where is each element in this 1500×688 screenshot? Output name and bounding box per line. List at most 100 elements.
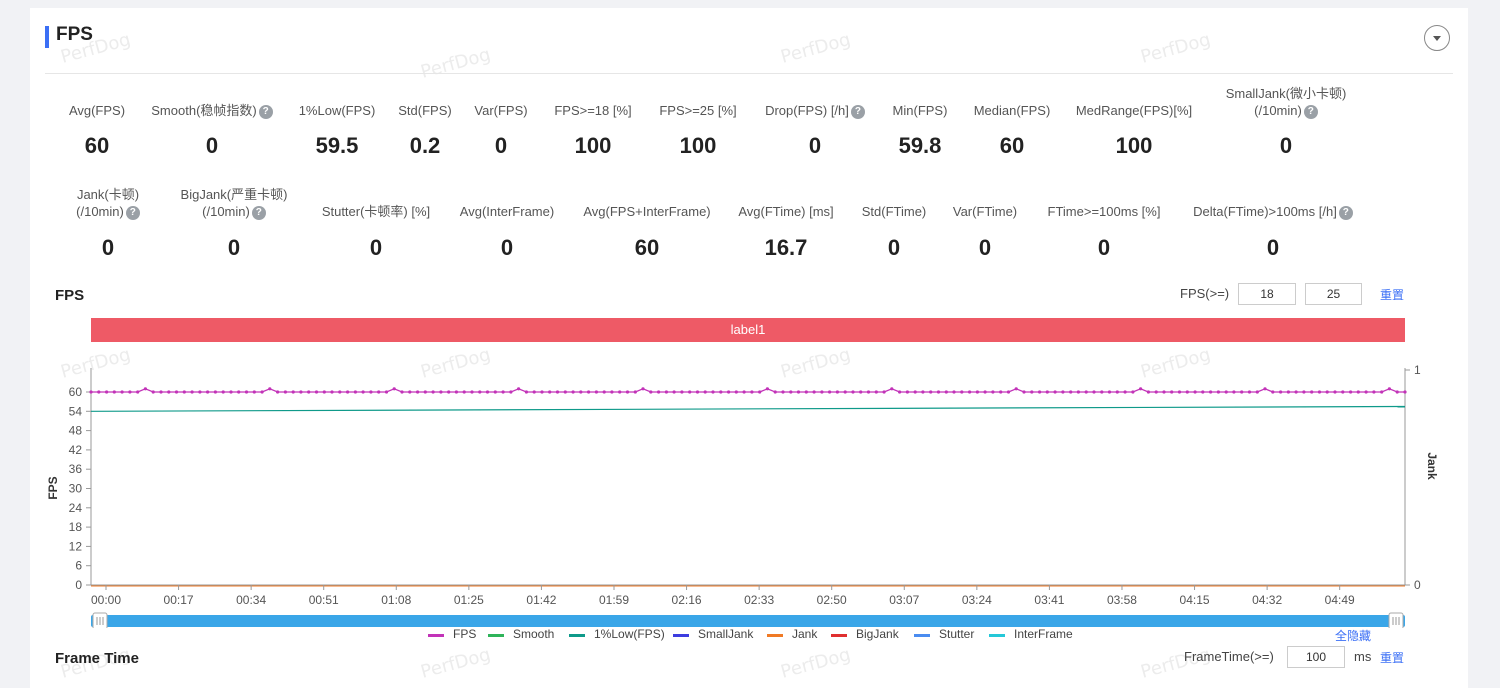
help-icon[interactable]: ? xyxy=(850,104,865,119)
fps-point xyxy=(781,390,785,394)
help-icon[interactable]: ? xyxy=(125,205,140,220)
help-icon[interactable]: ? xyxy=(258,104,273,119)
fps-point xyxy=(820,390,824,394)
fps-point xyxy=(291,390,295,394)
fps-point xyxy=(198,390,202,394)
metric-label: Delta(FTime)>100ms [/h] xyxy=(1193,204,1337,219)
watermark-text: PerfDog xyxy=(418,644,493,683)
x-tick-label: 03:24 xyxy=(962,593,992,607)
legend-label: SmallJank xyxy=(698,627,754,641)
hide-all-link[interactable]: 全隐藏 xyxy=(1335,629,1372,643)
fps-point xyxy=(866,390,871,394)
fps-point xyxy=(361,390,365,394)
frametime-unit: ms xyxy=(1354,649,1372,664)
metric-label: Std(FTime) xyxy=(861,204,927,219)
fps-point xyxy=(431,390,435,394)
fps-point xyxy=(447,390,451,394)
metric-card: Avg(FTime) [ms] 16.7 xyxy=(701,203,871,260)
metric-label: Var(FTime) xyxy=(952,204,1018,219)
fps-point xyxy=(960,390,964,394)
fps-point xyxy=(1349,390,1353,394)
x-tick-label: 00:51 xyxy=(309,593,339,607)
fps-point xyxy=(1317,390,1322,394)
metric-value: 60 xyxy=(634,235,660,260)
fps-point xyxy=(1170,390,1174,394)
frametime-threshold-input[interactable]: 100 xyxy=(1287,646,1345,668)
frametime-reset-link[interactable]: 重置 xyxy=(1380,651,1405,665)
fps-point xyxy=(408,390,412,394)
metric-label: FPS>=18 [%] xyxy=(554,103,632,118)
fps-threshold-input-2[interactable]: 25 xyxy=(1305,283,1362,305)
metric-value: 0 xyxy=(227,235,241,260)
fps-point xyxy=(929,390,933,394)
collapse-chevron-icon[interactable] xyxy=(1424,25,1450,51)
metric-label: FTime>=100ms [%] xyxy=(1047,204,1161,219)
fps-point xyxy=(353,390,357,394)
fps-point xyxy=(151,390,155,394)
y-tick-label: 24 xyxy=(69,501,83,515)
metric-label-unit: (/10min) xyxy=(1254,103,1302,118)
metric-label: 1%Low(FPS) xyxy=(298,103,376,118)
legend-label: BigJank xyxy=(856,627,899,641)
legend-swatch-icon xyxy=(569,634,585,637)
fps-threshold-label: FPS(>=) xyxy=(1180,286,1230,301)
metric-card: FPS>=18 [%] 100 xyxy=(508,102,678,158)
fps-point xyxy=(664,390,669,394)
fps-point xyxy=(1030,390,1034,394)
metric-card: Min(FPS) 59.8 xyxy=(835,102,1005,158)
legend-swatch-icon xyxy=(673,634,689,637)
metric-value: 0 xyxy=(1097,235,1111,260)
help-icon[interactable]: ? xyxy=(251,205,266,220)
help-icon[interactable]: ? xyxy=(1303,104,1318,119)
help-icon[interactable]: ? xyxy=(1338,205,1353,220)
metric-label-unit: (/10min) xyxy=(202,204,250,219)
fps-panel: PerfDog PerfDog PerfDog PerfDog PerfDog PerfD… xyxy=(30,8,1468,688)
fps-point xyxy=(454,390,458,394)
x-tick-label: 01:42 xyxy=(526,593,556,607)
metric-card: Var(FTime) 0 xyxy=(900,203,1070,260)
metric-value: 0 xyxy=(494,133,508,158)
fps-point xyxy=(688,390,692,394)
fps-point xyxy=(174,390,179,394)
x-tick-label: 02:33 xyxy=(744,593,774,607)
fps-point xyxy=(1403,390,1407,394)
fps-point xyxy=(1341,390,1345,394)
legend-label: InterFrame xyxy=(1014,627,1073,641)
fps-point xyxy=(322,390,326,394)
fps-threshold-input-1[interactable]: 18 xyxy=(1238,283,1296,305)
fps-point xyxy=(695,390,700,394)
fps-point xyxy=(524,390,528,394)
fps-point xyxy=(773,390,777,394)
fps-point xyxy=(377,390,381,394)
metric-card: Median(FPS) 60 xyxy=(927,102,1097,158)
metric-label: Std(FPS) xyxy=(398,103,452,118)
fps-point xyxy=(812,390,816,394)
fps-point xyxy=(859,390,863,394)
y-tick-label: 30 xyxy=(69,482,83,496)
metric-label: Stutter(卡顿率) [%] xyxy=(321,204,431,219)
watermark-text: PerfDog xyxy=(778,644,853,683)
fps-point xyxy=(89,390,93,394)
fps-point xyxy=(1006,390,1011,394)
metric-label: Drop(FPS) [/h] xyxy=(765,103,849,118)
section-title: FPS xyxy=(56,24,93,45)
fps-reset-link[interactable]: 重置 xyxy=(1380,288,1405,302)
metric-card: Delta(FTime)>100ms [/h]? 0 xyxy=(1188,203,1358,260)
metric-value: 0.2 xyxy=(409,133,441,158)
metric-label: Smooth(稳帧指数) xyxy=(151,103,257,118)
metric-card: BigJank(严重卡顿) (/10min)? 0 xyxy=(149,186,319,260)
fps-point xyxy=(501,390,505,394)
fps-point xyxy=(882,390,886,394)
metric-value: 100 xyxy=(1115,133,1153,158)
x-tick-label: 04:32 xyxy=(1252,593,1282,607)
label-bar[interactable]: label1 xyxy=(91,318,1405,342)
fps-chart[interactable]: 0 6 12 18 24 30 36 42 48 54 60 0 1 00:00 00:17 00:34 00:… xyxy=(30,348,1468,628)
fps-point xyxy=(594,390,599,394)
range-slider-track[interactable] xyxy=(91,615,1405,627)
fps-point xyxy=(703,390,707,394)
x-tick-label: 00:17 xyxy=(164,593,194,607)
fps-point xyxy=(462,390,466,394)
metric-value: 100 xyxy=(574,133,612,158)
fps-point xyxy=(610,390,614,394)
metric-label: FPS>=25 [%] xyxy=(659,103,737,118)
